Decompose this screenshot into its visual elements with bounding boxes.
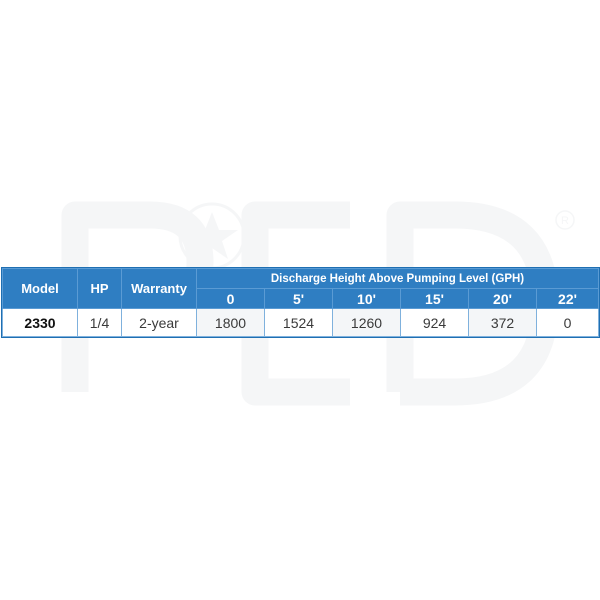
svg-text:R: R	[561, 215, 569, 227]
